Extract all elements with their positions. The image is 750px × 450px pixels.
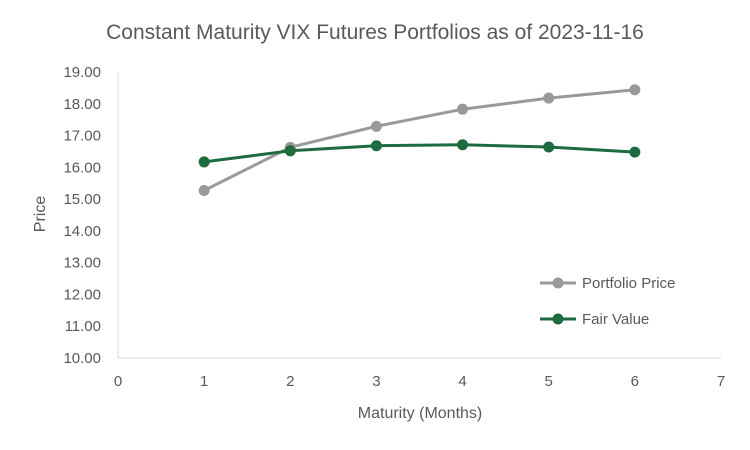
data-point bbox=[198, 185, 210, 197]
x-tick-label: 2 bbox=[286, 373, 294, 390]
y-tick-label: 10.00 bbox=[63, 350, 101, 367]
x-tick-label: 5 bbox=[545, 373, 553, 390]
data-point bbox=[284, 145, 296, 157]
legend-item: Fair Value bbox=[540, 311, 649, 328]
series-1 bbox=[198, 139, 641, 168]
y-tick-label: 11.00 bbox=[65, 318, 101, 335]
y-tick-label: 18.00 bbox=[63, 96, 101, 113]
data-point bbox=[198, 156, 210, 168]
y-tick-label: 14.00 bbox=[63, 223, 101, 240]
y-tick-label: 16.00 bbox=[63, 159, 101, 176]
data-point bbox=[370, 120, 382, 132]
legend-label: Portfolio Price bbox=[582, 275, 675, 292]
legend-label: Fair Value bbox=[582, 311, 649, 328]
plot-area bbox=[198, 84, 641, 197]
series-line bbox=[202, 88, 637, 192]
x-tick-label: 0 bbox=[114, 373, 122, 390]
legend-item: Portfolio Price bbox=[540, 275, 675, 292]
y-axis-ticks: 10.00 11.00 12.00 13.00 14.00 15.00 16.00 17.00… bbox=[63, 64, 101, 367]
y-tick-label: 12.00 bbox=[63, 286, 101, 303]
x-tick-label: 4 bbox=[458, 373, 466, 390]
data-point bbox=[457, 103, 469, 115]
y-tick-label: 19.00 bbox=[63, 64, 101, 81]
y-axis-title: Price bbox=[32, 196, 49, 233]
data-point bbox=[629, 84, 641, 96]
y-tick-label: 17.00 bbox=[63, 128, 101, 145]
y-tick-label: 15.00 bbox=[63, 191, 101, 208]
data-point bbox=[543, 92, 555, 104]
x-axis-title: Maturity (Months) bbox=[358, 405, 482, 422]
data-point bbox=[457, 139, 469, 151]
data-point bbox=[370, 140, 382, 152]
y-tick-label: 13.00 bbox=[63, 255, 101, 272]
x-tick-label: 3 bbox=[372, 373, 380, 390]
x-tick-label: 6 bbox=[631, 373, 639, 390]
chart-title: Constant Maturity VIX Futures Portfolios… bbox=[106, 21, 644, 44]
data-point bbox=[629, 146, 641, 158]
legend: Portfolio Price Fair Value bbox=[540, 275, 675, 328]
legend-swatch-marker bbox=[552, 277, 564, 289]
series-0 bbox=[198, 84, 641, 197]
x-axis-ticks: 0 1 2 3 4 5 6 7 bbox=[114, 373, 725, 390]
data-point bbox=[543, 141, 555, 153]
series-line bbox=[202, 143, 637, 164]
x-tick-label: 7 bbox=[717, 373, 725, 390]
x-tick-label: 1 bbox=[200, 373, 208, 390]
legend-swatch-marker bbox=[552, 313, 564, 325]
